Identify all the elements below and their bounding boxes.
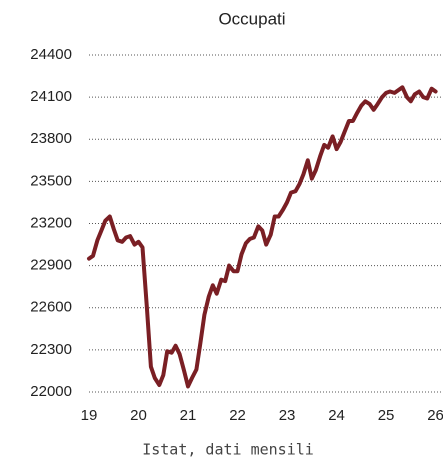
y-tick-label: 22600 xyxy=(30,299,72,316)
x-tick-label: 23 xyxy=(279,407,296,424)
data-line xyxy=(87,85,438,389)
y-tick-label: 24400 xyxy=(30,46,72,63)
x-tick-label: 20 xyxy=(130,407,147,424)
y-tick-label: 22000 xyxy=(30,383,72,400)
y-tick-label: 22300 xyxy=(30,341,72,358)
y-tick-label: 24100 xyxy=(30,88,72,105)
y-tick-label: 23500 xyxy=(30,172,72,189)
chart-subtitle: Istat, dati mensili xyxy=(142,441,314,459)
x-tick-label: 19 xyxy=(81,407,98,424)
x-tick-label: 25 xyxy=(378,407,395,424)
x-tick-label: 26 xyxy=(427,407,443,424)
y-tick-label: 23200 xyxy=(30,214,72,231)
x-tick-label: 24 xyxy=(328,407,345,424)
y-tick-label: 23800 xyxy=(30,130,72,147)
chart-title: Occupati xyxy=(218,9,285,28)
x-tick-label: 21 xyxy=(180,407,197,424)
x-tick-label: 22 xyxy=(229,407,246,424)
y-tick-label: 22900 xyxy=(30,257,72,274)
